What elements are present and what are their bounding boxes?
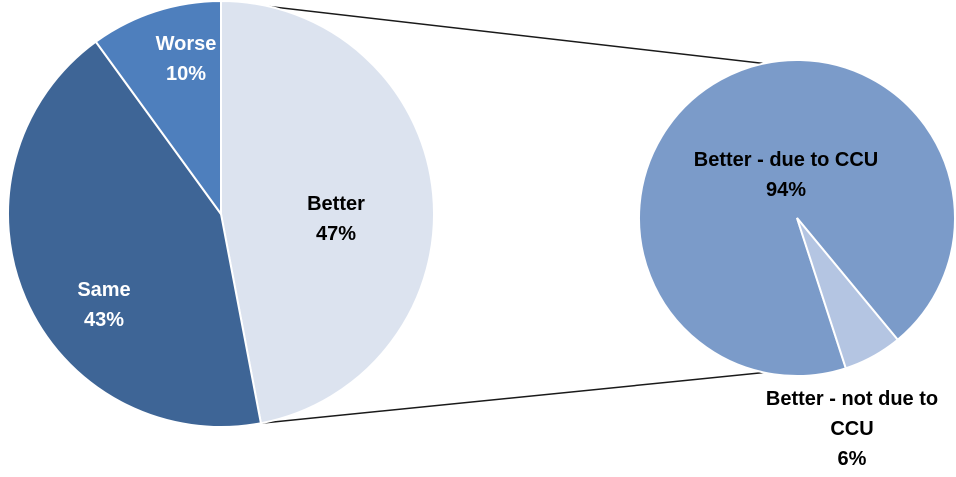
main-slice-worse [94, 0, 222, 218]
secondary-label-better-due-to-ccu: Better - due to CCU 94% [694, 149, 878, 201]
secondary-label-name: Better - not due to [766, 388, 938, 410]
secondary-slice-better-not-due-to-ccu [796, 217, 900, 370]
main-label-value: 47% [316, 223, 356, 245]
main-label-worse: Worse 10% [156, 33, 217, 85]
main-label-name: Worse [156, 33, 217, 55]
secondary-label-name: Better - due to CCU [694, 149, 878, 171]
secondary-pie [638, 59, 956, 377]
secondary-label-better-not-due-to-ccu: Better - not due to CCU 6% [766, 388, 938, 470]
main-label-name: Same [77, 279, 130, 301]
secondary-label-value: 6% [838, 448, 867, 470]
connector-bottom-line [260, 371, 765, 424]
main-label-value: 10% [166, 63, 206, 85]
connector-lines [220, 0, 765, 424]
connector-top-line [220, 0, 765, 65]
main-label-name: Better [307, 193, 365, 215]
data-labels: Better 47% Same 43% Worse 10% Better - due to … [77, 33, 938, 470]
main-label-better: Better 47% [307, 193, 365, 245]
main-label-same: Same 43% [77, 279, 130, 331]
secondary-label-name: CCU [830, 418, 873, 440]
secondary-label-value: 94% [766, 179, 806, 201]
main-label-value: 43% [84, 309, 124, 331]
main-pie [7, 0, 435, 428]
main-slice-better [220, 0, 435, 425]
main-slice-same [7, 40, 263, 428]
